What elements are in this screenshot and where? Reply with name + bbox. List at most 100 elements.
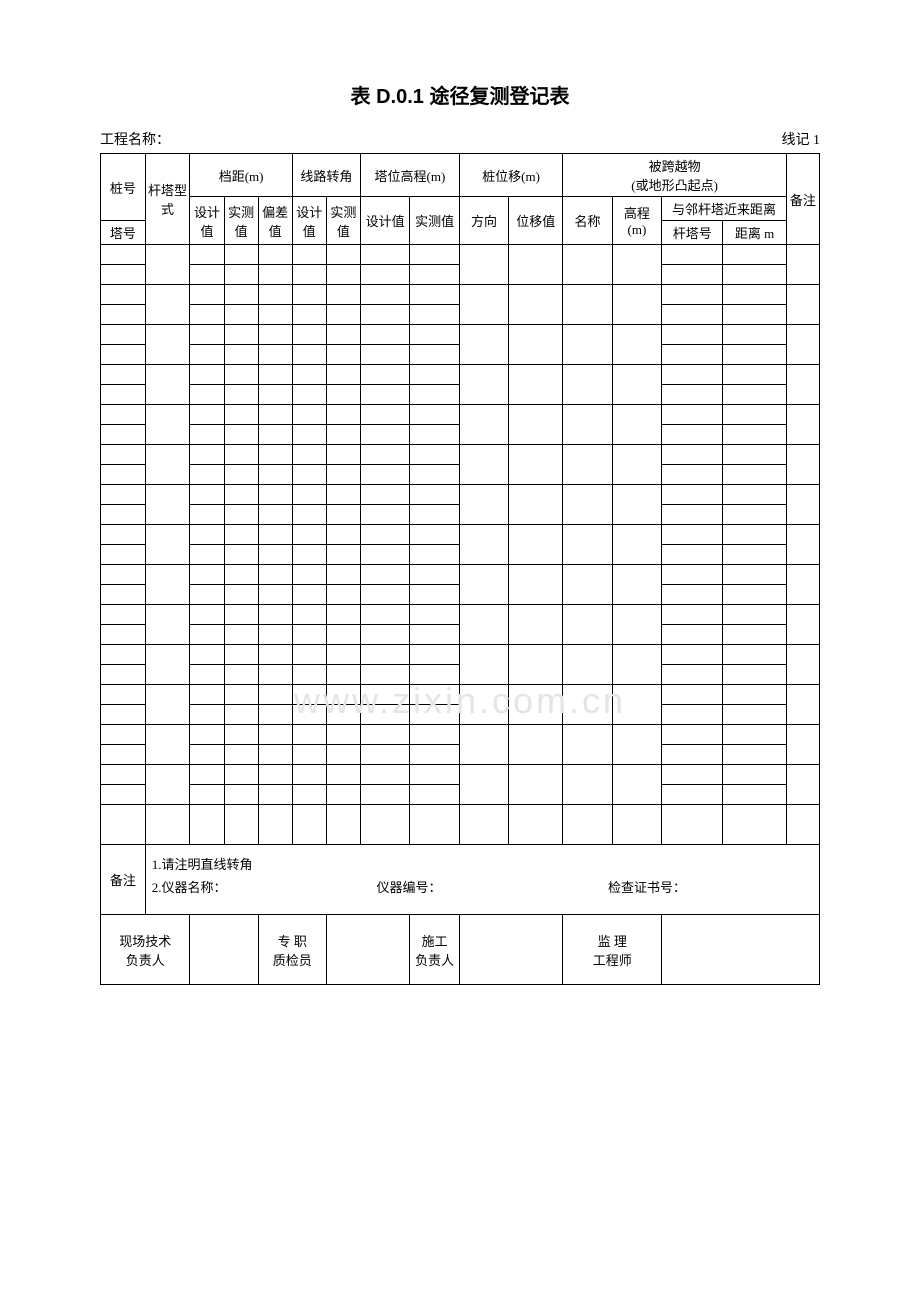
data-cell [190, 305, 224, 325]
hdr-tahao: 塔号 [101, 221, 146, 245]
data-cell [459, 605, 508, 645]
data-cell [292, 745, 326, 765]
data-cell [360, 525, 409, 545]
hdr-zhuanghao: 桩号 [101, 154, 146, 221]
data-cell [258, 385, 292, 405]
data-cell [723, 685, 787, 705]
data-cell [326, 725, 360, 745]
data-cell [224, 525, 258, 545]
data-cell [723, 465, 787, 485]
data-cell [723, 525, 787, 545]
sig-xianchang-value [190, 915, 258, 985]
data-cell [224, 505, 258, 525]
data-cell [224, 325, 258, 345]
data-cell [145, 765, 190, 805]
data-cell [723, 765, 787, 785]
data-cell [145, 245, 190, 285]
data-cell [459, 725, 508, 765]
data-cell [190, 745, 224, 765]
data-cell [410, 305, 459, 325]
hdr-fangxiang: 方向 [459, 197, 508, 245]
data-cell [326, 385, 360, 405]
data-cell [101, 505, 146, 525]
data-cell [360, 765, 409, 785]
survey-table: 桩号 杆塔型式 档距(m) 线路转角 塔位高程(m) 桩位移(m) 被跨越物(或… [100, 153, 820, 985]
data-cell [360, 405, 409, 425]
data-cell [292, 465, 326, 485]
data-cell [101, 485, 146, 505]
data-cell [292, 365, 326, 385]
data-cell [723, 745, 787, 765]
data-cell [612, 445, 661, 485]
data-cell [662, 325, 723, 345]
data-cell [786, 645, 819, 685]
data-cell [410, 505, 459, 525]
data-cell [326, 525, 360, 545]
hdr-juli: 距离 m [723, 221, 787, 245]
data-cell [360, 465, 409, 485]
data-cell [258, 625, 292, 645]
data-cell [101, 705, 146, 725]
hdr-gantaxingshi: 杆塔型式 [145, 154, 190, 245]
data-cell [292, 305, 326, 325]
data-cell [360, 245, 409, 265]
data-cell [258, 325, 292, 345]
data-cell [612, 365, 661, 405]
data-cell [563, 805, 612, 845]
data-cell [224, 425, 258, 445]
data-cell [360, 585, 409, 605]
data-cell [224, 405, 258, 425]
data-cell [723, 345, 787, 365]
data-cell [509, 605, 563, 645]
data-cell [786, 685, 819, 725]
data-cell [292, 705, 326, 725]
data-cell [190, 585, 224, 605]
data-cell [563, 445, 612, 485]
data-cell [258, 305, 292, 325]
data-cell [360, 745, 409, 765]
data-cell [292, 605, 326, 625]
data-cell [612, 285, 661, 325]
data-cell [360, 545, 409, 565]
data-cell [662, 785, 723, 805]
data-cell [786, 485, 819, 525]
data-cell [190, 245, 224, 265]
data-cell [662, 625, 723, 645]
data-cell [662, 385, 723, 405]
hdr-gaocheng-sheji: 设计值 [360, 197, 409, 245]
data-cell [190, 465, 224, 485]
data-cell [190, 785, 224, 805]
data-cell [612, 565, 661, 605]
data-cell [145, 805, 190, 845]
data-cell [509, 565, 563, 605]
data-cell [662, 445, 723, 465]
data-cell [563, 485, 612, 525]
data-cell [101, 345, 146, 365]
data-cell [258, 465, 292, 485]
data-cell [360, 705, 409, 725]
data-cell [662, 705, 723, 725]
data-cell [190, 265, 224, 285]
data-cell [258, 785, 292, 805]
hdr-dangju: 档距(m) [190, 154, 292, 197]
data-cell [360, 645, 409, 665]
data-cell [662, 345, 723, 365]
data-cell [101, 545, 146, 565]
data-cell [292, 585, 326, 605]
data-cell [190, 485, 224, 505]
data-cell [723, 725, 787, 745]
data-cell [662, 745, 723, 765]
data-cell [410, 425, 459, 445]
data-cell [723, 265, 787, 285]
data-cell [326, 325, 360, 345]
data-cell [326, 545, 360, 565]
data-cell [258, 585, 292, 605]
data-cell [509, 765, 563, 805]
data-cell [459, 325, 508, 365]
data-cell [101, 245, 146, 265]
hdr-mingcheng: 名称 [563, 197, 612, 245]
data-cell [723, 805, 787, 845]
data-cell [292, 545, 326, 565]
data-cell [190, 725, 224, 745]
data-cell [190, 605, 224, 625]
